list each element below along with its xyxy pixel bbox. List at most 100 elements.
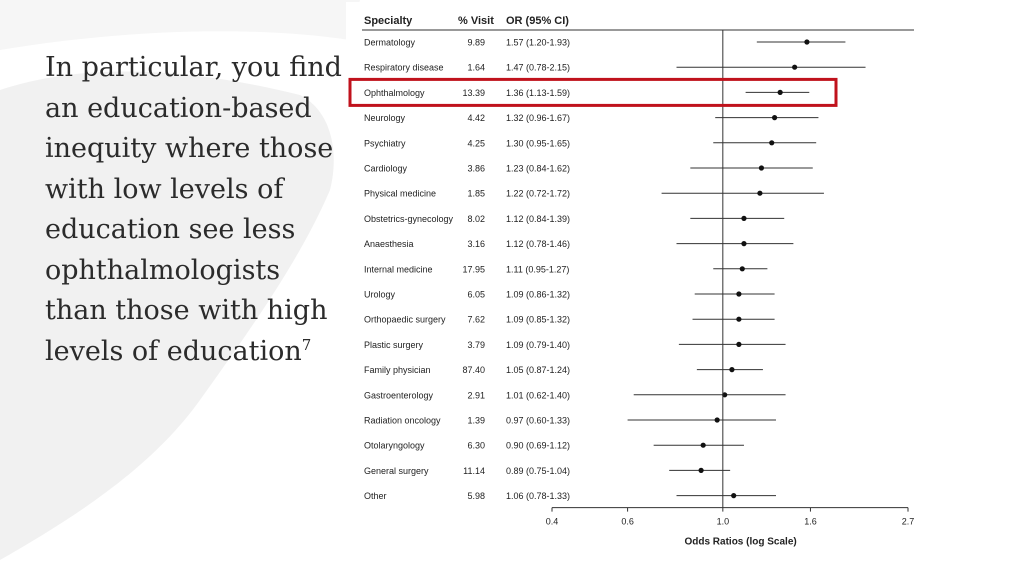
row-specialty-label: Anaesthesia xyxy=(364,239,414,249)
x-tick-label: 1.0 xyxy=(717,517,730,527)
row-or-ci-value: 1.01 (0.62-1.40) xyxy=(506,390,570,400)
row-specialty-label: Neurology xyxy=(364,113,406,123)
x-tick-label: 2.7 xyxy=(902,517,915,527)
row-visit-value: 11.14 xyxy=(463,466,485,476)
x-axis-ticks: 0.4 0.6 1.0 1.6 2.7 xyxy=(546,507,915,527)
row-or-ci-value: 1.22 (0.72-1.72) xyxy=(506,189,570,199)
row-or-ci-value: 1.47 (0.78-2.15) xyxy=(506,63,570,73)
x-tick-label: 0.4 xyxy=(546,517,559,527)
x-tick-label: 1.6 xyxy=(804,517,817,527)
forest-row: Radiation oncology 1.39 0.97 (0.60-1.33) xyxy=(364,416,776,426)
row-specialty-label: Otolaryngology xyxy=(364,441,425,451)
point-estimate xyxy=(741,215,747,221)
row-visit-value: 13.39 xyxy=(462,88,485,98)
slide-body-text-content: In particular, you find an education-bas… xyxy=(45,52,342,367)
forest-row: General surgery 11.14 0.89 (0.75-1.04) xyxy=(364,466,731,476)
forest-row: Anaesthesia 3.16 1.12 (0.78-1.46) xyxy=(364,239,794,249)
row-specialty-label: Cardiology xyxy=(364,164,408,174)
row-visit-value: 3.86 xyxy=(467,164,485,174)
row-visit-value: 3.16 xyxy=(467,239,485,249)
row-or-ci-value: 1.11 (0.95-1.27) xyxy=(506,264,569,274)
forest-row: Gastroenterology 2.91 1.01 (0.62-1.40) xyxy=(364,390,786,400)
row-or-ci-value: 1.09 (0.85-1.32) xyxy=(506,315,570,325)
column-header-specialty: Specialty xyxy=(364,15,413,27)
row-or-ci-value: 1.36 (1.13-1.59) xyxy=(506,88,570,98)
row-visit-value: 1.85 xyxy=(467,189,485,199)
forest-plot-panel: Specialty % Visit OR (95% CI) Dermatolog… xyxy=(346,2,924,568)
point-estimate xyxy=(736,291,742,297)
row-or-ci-value: 1.23 (0.84-1.62) xyxy=(506,164,570,174)
row-specialty-label: Gastroenterology xyxy=(364,390,434,400)
row-or-ci-value: 1.32 (0.96-1.67) xyxy=(506,113,570,123)
point-estimate xyxy=(771,115,778,121)
point-estimate xyxy=(757,190,763,196)
row-specialty-label: General surgery xyxy=(364,466,429,476)
row-or-ci-value: 1.30 (0.95-1.65) xyxy=(506,138,570,148)
point-estimate xyxy=(736,316,742,322)
row-or-ci-value: 1.09 (0.86-1.32) xyxy=(506,290,570,300)
forest-row: Psychiatry 4.25 1.30 (0.95-1.65) xyxy=(364,138,817,148)
row-or-ci-value: 1.12 (0.78-1.46) xyxy=(506,239,570,249)
row-or-ci-value: 0.89 (0.75-1.04) xyxy=(506,466,570,476)
forest-row: Neurology 4.42 1.32 (0.96-1.67) xyxy=(364,113,819,123)
highlight-box xyxy=(348,77,838,107)
row-or-ci-value: 0.90 (0.69-1.12) xyxy=(506,441,570,451)
row-visit-value: 87.40 xyxy=(462,365,485,375)
row-specialty-label: Urology xyxy=(364,290,396,300)
forest-row: Orthopaedic surgery 7.62 1.09 (0.85-1.32) xyxy=(364,315,775,325)
citation-superscript: 7 xyxy=(301,335,312,354)
forest-row: Plastic surgery 3.79 1.09 (0.79-1.40) xyxy=(364,340,786,350)
point-estimate xyxy=(777,89,783,95)
row-specialty-label: Family physician xyxy=(364,365,431,375)
forest-row: Dermatology 9.89 1.57 (1.20-1.93) xyxy=(364,38,846,48)
forest-row: Family physician 87.40 1.05 (0.87-1.24) xyxy=(364,365,763,375)
row-visit-value: 1.64 xyxy=(467,63,485,73)
row-specialty-label: Ophthalmology xyxy=(364,88,425,98)
row-specialty-label: Obstetrics-gynecology xyxy=(364,214,454,224)
point-estimate xyxy=(741,241,747,247)
row-visit-value: 4.42 xyxy=(467,113,485,123)
row-visit-value: 1.39 xyxy=(467,416,485,426)
point-estimate xyxy=(736,341,742,347)
forest-row: Ophthalmology 13.39 1.36 (1.13-1.59) xyxy=(364,88,810,98)
column-header-or-ci: OR (95% CI) xyxy=(506,15,569,27)
row-specialty-label: Radiation oncology xyxy=(364,416,441,426)
forest-row: Respiratory disease 1.64 1.47 (0.78-2.15) xyxy=(364,63,866,73)
point-estimate xyxy=(739,266,745,272)
row-specialty-label: Internal medicine xyxy=(364,264,433,274)
row-visit-value: 6.30 xyxy=(467,441,485,451)
column-header-visit: % Visit xyxy=(458,15,494,27)
forest-row: Cardiology 3.86 1.23 (0.84-1.62) xyxy=(364,164,813,174)
row-or-ci-value: 1.09 (0.79-1.40) xyxy=(506,340,570,350)
forest-row: Obstetrics-gynecology 8.02 1.12 (0.84-1.39… xyxy=(364,214,785,224)
row-specialty-label: Psychiatry xyxy=(364,138,406,148)
x-tick-label: 0.6 xyxy=(621,517,634,527)
point-estimate xyxy=(758,165,765,171)
point-estimate xyxy=(792,64,798,70)
row-specialty-label: Physical medicine xyxy=(364,189,436,199)
forest-row: Otolaryngology 6.30 0.90 (0.69-1.12) xyxy=(364,441,744,451)
x-axis-label: Odds Ratios (log Scale) xyxy=(684,537,796,548)
point-estimate xyxy=(700,442,706,448)
row-visit-value: 2.91 xyxy=(467,390,485,400)
forest-row: Other 5.98 1.06 (0.78-1.33) xyxy=(364,491,776,501)
point-estimate xyxy=(714,417,720,423)
row-visit-value: 4.25 xyxy=(467,138,485,148)
row-or-ci-value: 1.06 (0.78-1.33) xyxy=(506,491,570,501)
row-visit-value: 6.05 xyxy=(467,290,485,300)
row-visit-value: 7.62 xyxy=(467,315,485,325)
forest-row: Urology 6.05 1.09 (0.86-1.32) xyxy=(364,290,775,300)
point-estimate xyxy=(769,140,775,146)
forest-row: Physical medicine 1.85 1.22 (0.72-1.72) xyxy=(364,189,824,199)
point-estimate xyxy=(729,367,735,373)
forest-plot: Specialty % Visit OR (95% CI) Dermatolog… xyxy=(348,15,915,548)
row-specialty-label: Dermatology xyxy=(364,38,416,48)
point-estimate xyxy=(698,467,704,473)
row-visit-value: 17.95 xyxy=(462,264,485,274)
row-visit-value: 5.98 xyxy=(467,491,485,501)
point-estimate xyxy=(804,39,810,45)
row-or-ci-value: 1.05 (0.87-1.24) xyxy=(506,365,570,375)
row-or-ci-value: 1.57 (1.20-1.93) xyxy=(506,38,570,48)
forest-rows: Dermatology 9.89 1.57 (1.20-1.93) Respirato… xyxy=(364,38,866,501)
